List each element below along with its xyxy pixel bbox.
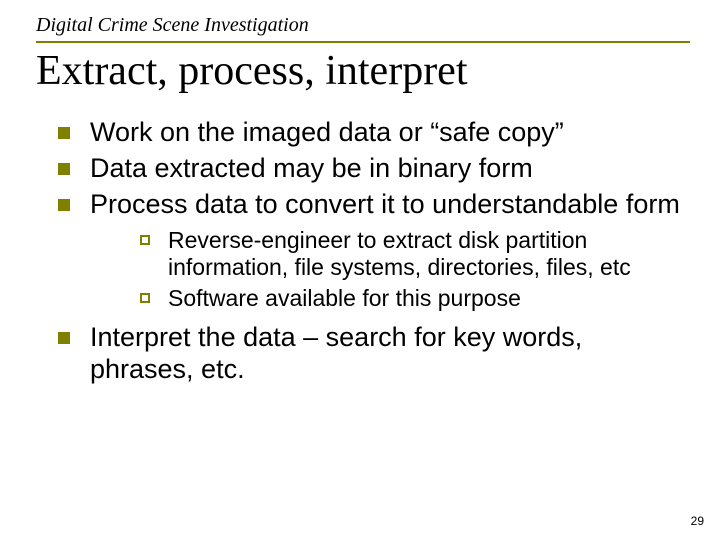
list-item: Work on the imaged data or “safe copy” <box>58 117 690 149</box>
bullet-list: Work on the imaged data or “safe copy” D… <box>36 117 690 386</box>
page-number: 29 <box>691 514 704 528</box>
list-item: Data extracted may be in binary form <box>58 153 690 185</box>
header-rule <box>36 41 690 43</box>
slide-title: Extract, process, interpret <box>36 47 690 95</box>
list-item: Interpret the data – search for key word… <box>58 322 690 386</box>
list-item-text: Process data to convert it to understand… <box>90 189 680 219</box>
slide-header: Digital Crime Scene Investigation <box>36 14 690 39</box>
sub-bullet-list: Reverse-engineer to extract disk partiti… <box>90 227 690 312</box>
list-item: Software available for this purpose <box>140 285 690 312</box>
list-item: Reverse-engineer to extract disk partiti… <box>140 227 690 281</box>
list-item: Process data to convert it to understand… <box>58 189 690 312</box>
slide: Digital Crime Scene Investigation Extrac… <box>0 0 720 540</box>
